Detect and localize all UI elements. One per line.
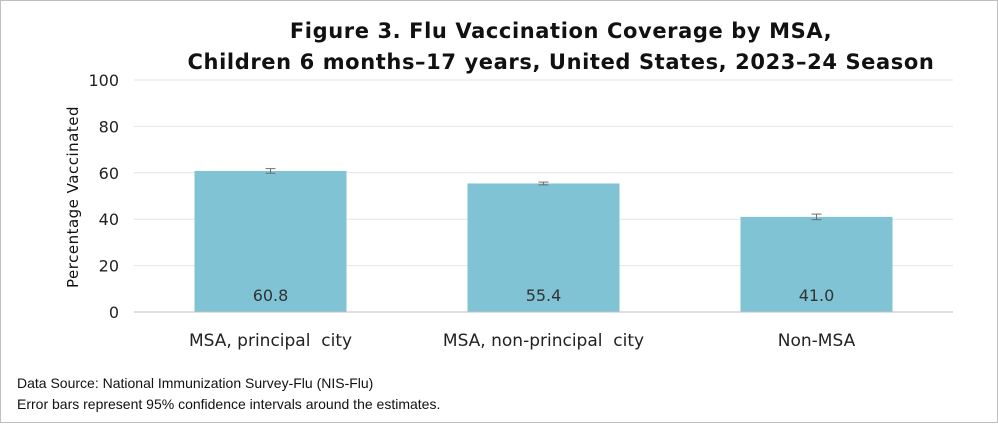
data-label-3: 41.0 — [799, 286, 835, 305]
bar-3 — [740, 216, 893, 312]
chart-title-line-2: Children 6 months–17 years, United State… — [188, 50, 935, 74]
error-bar-3 — [811, 213, 822, 221]
category-label-1: MSA, principal city — [189, 331, 352, 351]
category-label-3: Non-MSA — [778, 331, 856, 351]
y-tick-label: 100 — [88, 71, 119, 90]
y-tick-label: 60 — [99, 164, 119, 183]
footnote-data-source: Data Source: National Immunization Surve… — [17, 375, 374, 391]
error-bar-2 — [538, 181, 549, 186]
data-labels: 60.8 55.4 41.0 — [253, 286, 835, 305]
error-bars — [265, 168, 822, 221]
bar-1 — [194, 170, 347, 312]
y-tick-label: 0 — [109, 303, 119, 322]
y-tick-label: 40 — [99, 210, 119, 229]
category-label-2: MSA, non-principal city — [443, 331, 644, 351]
y-axis-ticks: 0 20 40 60 80 100 — [88, 71, 119, 322]
chart-title-line-1: Figure 3. Flu Vaccination Coverage by MS… — [290, 19, 832, 43]
bar-2 — [467, 183, 620, 312]
bars — [194, 170, 893, 312]
x-axis-categories: MSA, principal city MSA, non-principal ci… — [189, 331, 856, 351]
data-label-1: 60.8 — [253, 286, 289, 305]
y-tick-label: 20 — [99, 257, 119, 276]
y-axis-title: Percentage Vaccinated — [64, 106, 82, 288]
y-tick-label: 80 — [99, 117, 119, 136]
footnote-error-bars: Error bars represent 95% confidence inte… — [17, 396, 441, 412]
data-label-2: 55.4 — [526, 286, 562, 305]
error-bar-1 — [265, 168, 276, 174]
